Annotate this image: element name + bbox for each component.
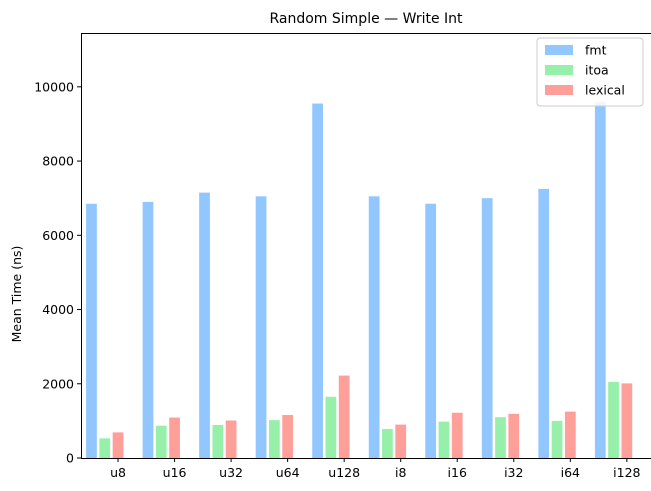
bar-itoa-u128 [325, 396, 337, 458]
legend-label-fmt: fmt [585, 43, 607, 58]
bar-lexical-i8 [395, 424, 407, 458]
bar-fmt-i128 [594, 101, 606, 458]
x-tick-label: i32 [504, 465, 523, 480]
x-tick-label: u32 [219, 465, 243, 480]
y-tick-label: 0 [66, 451, 74, 466]
legend-swatch-fmt [545, 45, 573, 55]
plot-area: u8 u16 u32 u64 u128 i8 i16 i32 i64 i128 0 2000 4000 6… [34, 33, 651, 480]
legend-label-lexical: lexical [585, 83, 625, 98]
y-tick-label: 4000 [42, 302, 74, 317]
x-tick-label: u64 [276, 465, 300, 480]
bar-itoa-i128 [608, 381, 619, 458]
x-tick-label: i16 [448, 465, 467, 480]
bar-itoa-i32 [495, 417, 506, 458]
bar-fmt-i8 [368, 196, 380, 458]
x-tick-label: u128 [328, 465, 360, 480]
y-axis-label: Mean Time (ns) [9, 246, 24, 343]
bar-itoa-i16 [438, 421, 450, 458]
y-tick-label: 8000 [42, 154, 74, 169]
bar-fmt-u64 [255, 196, 267, 458]
bar-itoa-u32 [212, 424, 224, 458]
y-tick-label: 6000 [42, 228, 74, 243]
bar-fmt-i64 [538, 188, 550, 458]
bar-itoa-i64 [551, 420, 563, 458]
bar-fmt-u128 [312, 103, 323, 458]
bar-itoa-u16 [155, 425, 167, 458]
bar-fmt-i32 [481, 198, 493, 458]
bar-lexical-u128 [338, 375, 350, 458]
bar-lexical-u32 [225, 420, 237, 458]
bar-itoa-u8 [99, 438, 111, 458]
legend-swatch-lexical [545, 85, 573, 95]
axes-frame [81, 33, 651, 459]
bar-fmt-i16 [425, 203, 437, 458]
bar-lexical-i128 [621, 383, 633, 458]
x-tick-label: i8 [395, 465, 406, 480]
bar-fmt-u32 [199, 192, 210, 458]
y-tick-label: 10000 [34, 79, 74, 94]
bar-itoa-u64 [268, 420, 280, 458]
bar-lexical-u8 [112, 432, 124, 458]
bar-lexical-i16 [451, 412, 463, 458]
bar-lexical-i32 [508, 413, 520, 458]
legend: fmt itoa lexical [536, 37, 644, 107]
x-tick-label: i128 [613, 465, 640, 480]
x-tick-label: u8 [110, 465, 126, 480]
bar-fmt-u8 [86, 203, 97, 458]
bar-lexical-u64 [282, 414, 294, 458]
legend-label-itoa: itoa [585, 63, 609, 78]
y-tick-label: 2000 [42, 376, 74, 391]
bar-itoa-i8 [382, 429, 393, 458]
bar-fmt-u16 [142, 201, 154, 458]
bar-lexical-i64 [564, 411, 576, 458]
legend-swatch-itoa [545, 65, 573, 75]
bar-lexical-u16 [169, 417, 180, 458]
x-tick-label: u16 [163, 465, 187, 480]
x-tick-label: i64 [561, 465, 580, 480]
chart-title: Random Simple — Write Int [269, 11, 463, 27]
